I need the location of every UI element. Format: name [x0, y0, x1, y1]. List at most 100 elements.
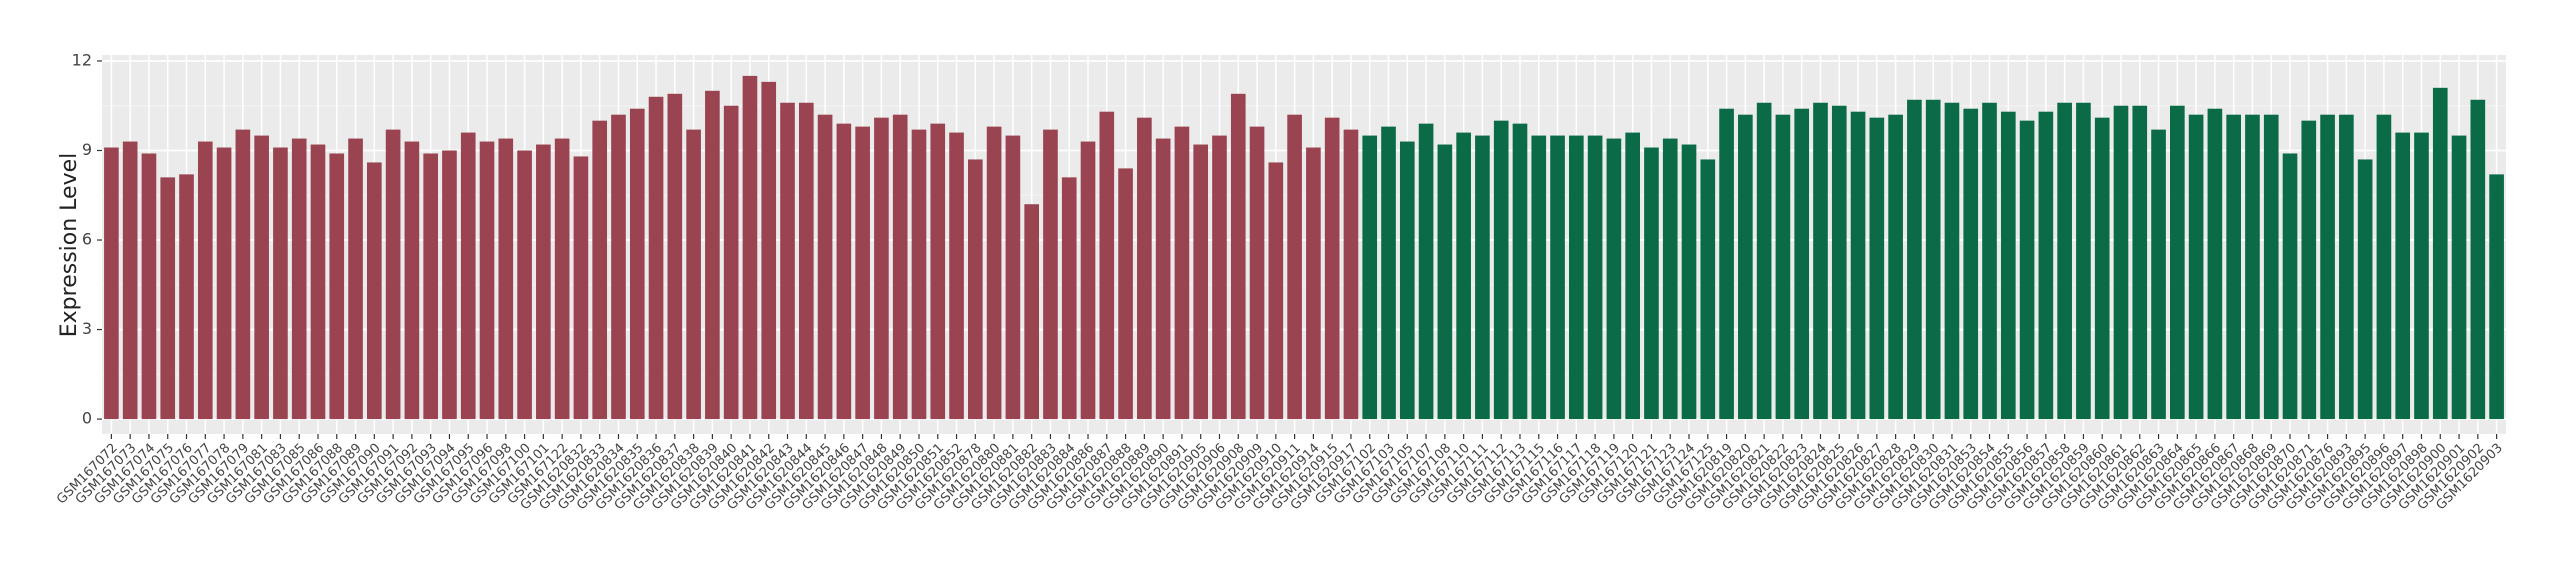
bar — [2076, 102, 2091, 420]
bar — [104, 147, 119, 420]
bar — [1775, 114, 1791, 420]
bar — [2395, 132, 2411, 420]
bar — [2489, 174, 2504, 420]
bar — [479, 141, 495, 420]
bar — [705, 90, 720, 420]
bar — [2038, 111, 2054, 420]
bar — [949, 132, 964, 420]
y-tick-label: 3 — [82, 319, 92, 338]
bar — [1268, 162, 1284, 420]
bar — [1944, 102, 1960, 420]
y-tick-label: 12 — [72, 50, 92, 69]
bar — [1155, 138, 1171, 420]
bar — [667, 93, 683, 420]
bar — [310, 144, 326, 420]
bar — [592, 120, 608, 420]
bar — [930, 123, 946, 420]
bar — [1381, 126, 1396, 420]
bar — [291, 138, 307, 420]
bar — [2207, 108, 2223, 420]
bar — [817, 114, 833, 420]
bar — [1813, 102, 1828, 420]
bar — [686, 129, 701, 420]
bar — [1550, 135, 1565, 420]
bar — [2376, 114, 2392, 420]
bar — [1306, 147, 1321, 420]
bar — [1061, 177, 1077, 420]
bar — [2000, 111, 2016, 420]
bar — [629, 108, 645, 420]
bar — [235, 129, 251, 420]
bar — [1719, 108, 1734, 420]
bar — [2414, 132, 2429, 420]
bar — [536, 144, 551, 420]
bar — [648, 96, 664, 420]
bar — [460, 132, 476, 420]
bar — [1531, 135, 1547, 420]
y-tick-label: 6 — [82, 230, 92, 249]
bar — [1080, 141, 1096, 420]
bar — [2094, 117, 2110, 420]
bar — [1343, 129, 1359, 420]
bar — [1174, 126, 1190, 420]
bar — [855, 126, 870, 420]
bar — [2113, 105, 2129, 420]
bar — [1287, 114, 1302, 420]
bar — [1137, 117, 1152, 420]
bar — [498, 138, 514, 420]
bar — [1024, 204, 1039, 420]
bar — [1606, 138, 1622, 420]
y-tick-label: 0 — [82, 409, 92, 428]
bar — [2263, 114, 2279, 420]
bar — [2170, 105, 2185, 420]
bar — [1493, 120, 1509, 420]
bar — [1907, 99, 1922, 420]
bar — [254, 135, 269, 420]
bar — [554, 138, 570, 420]
bar — [798, 102, 814, 420]
bar — [404, 141, 420, 420]
bar — [2301, 120, 2317, 420]
bar — [1738, 114, 1753, 420]
bar — [1230, 93, 1246, 420]
bar — [1756, 102, 1772, 420]
bar — [2432, 87, 2448, 420]
bar — [611, 114, 626, 420]
bar — [573, 156, 589, 420]
bar — [423, 153, 438, 420]
bar — [179, 174, 194, 420]
bar — [1475, 135, 1490, 420]
bar — [2282, 153, 2298, 420]
bar — [1399, 141, 1415, 420]
bar — [1644, 147, 1659, 420]
bar — [874, 117, 889, 420]
bar — [197, 141, 213, 420]
bar — [1662, 138, 1678, 420]
bar — [911, 129, 927, 420]
bar — [742, 75, 758, 420]
bar — [2470, 99, 2486, 420]
bar — [968, 159, 983, 420]
bar — [1099, 111, 1115, 420]
bar — [2320, 114, 2335, 420]
bar — [442, 150, 457, 420]
bar — [2245, 114, 2260, 420]
bar — [1212, 135, 1227, 420]
bar — [1587, 135, 1603, 420]
bar — [385, 129, 401, 420]
bar — [1681, 144, 1697, 420]
bar — [761, 81, 777, 420]
bar — [517, 150, 532, 420]
bar — [1963, 108, 1979, 420]
bar — [1418, 123, 1434, 420]
bar — [2339, 114, 2354, 420]
bar — [1324, 117, 1340, 420]
bar — [1982, 102, 1997, 420]
bar — [1869, 117, 1885, 420]
bar — [348, 138, 363, 420]
bar — [1437, 144, 1453, 420]
bar — [1925, 99, 1941, 420]
bar — [1193, 144, 1209, 420]
bar — [1456, 132, 1471, 420]
